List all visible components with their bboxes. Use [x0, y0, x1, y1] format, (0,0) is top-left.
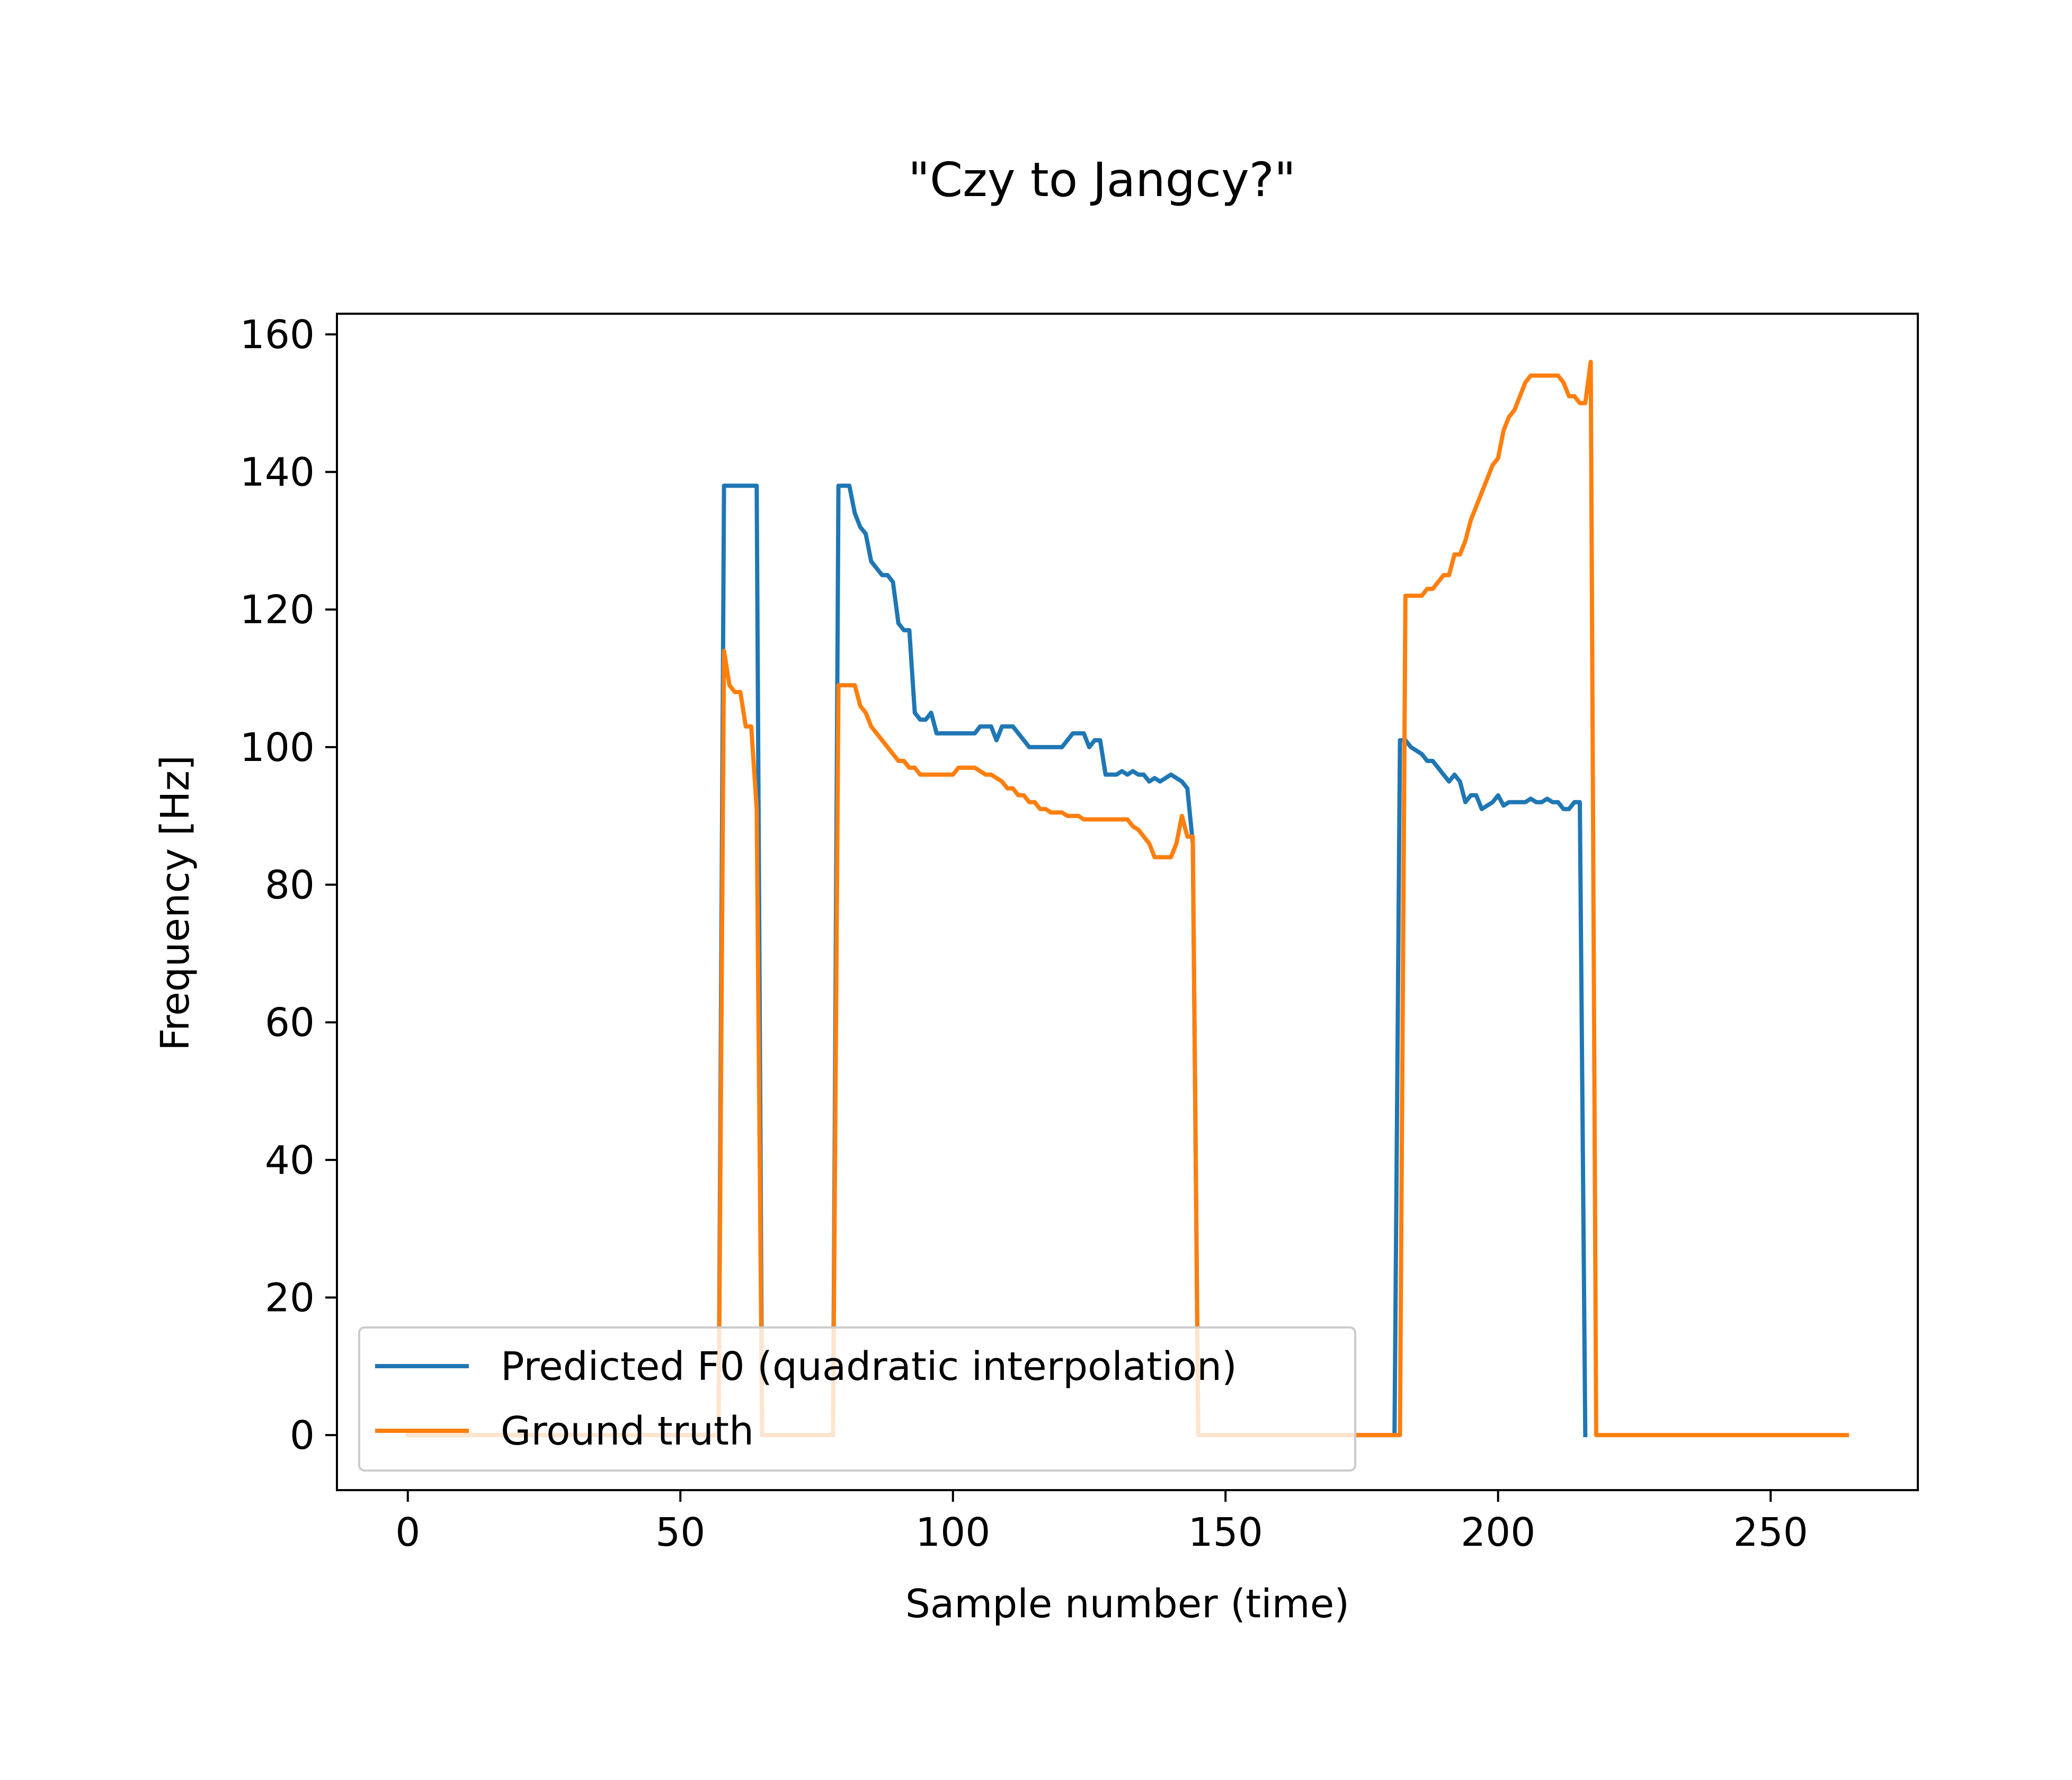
- legend-label-1: Predicted F0 (quadratic interpolation): [501, 1344, 1237, 1389]
- legend-label-2: Ground truth: [501, 1409, 754, 1454]
- y-axis-label: Frequency [Hz]: [153, 755, 198, 1051]
- axes-frame: [336, 313, 1919, 1491]
- plot-area: [336, 313, 1919, 1491]
- x-tick-label: 0: [395, 1510, 420, 1555]
- y-tick-label: 100: [240, 725, 315, 771]
- axis-ticks: 0 50 100 150 200 250 0 20 40 60 80 100 120 140 160: [240, 312, 1808, 1555]
- x-tick-label: 100: [915, 1510, 990, 1555]
- series-line-2: [405, 359, 1849, 1438]
- legend: Predicted F0 (quadratic interpolation) Gr…: [358, 1326, 1356, 1472]
- y-tick-label: 60: [265, 1000, 315, 1046]
- chart-title: "Czy to Jangcy?": [908, 152, 1296, 207]
- legend-box: [358, 1326, 1356, 1472]
- x-tick-label: 200: [1461, 1510, 1535, 1555]
- series-line-1: [405, 483, 1588, 1438]
- x-tick-label: 150: [1188, 1510, 1263, 1555]
- x-tick-label: 250: [1733, 1510, 1808, 1555]
- y-tick-label: 0: [290, 1413, 315, 1458]
- y-tick-label: 80: [265, 863, 315, 908]
- y-tick-label: 120: [240, 587, 315, 633]
- x-axis-label: Sample number (time): [905, 1581, 1349, 1627]
- y-tick-label: 160: [240, 312, 315, 358]
- y-tick-label: 140: [240, 450, 315, 495]
- y-tick-label: 40: [265, 1138, 315, 1183]
- y-tick-label: 20: [265, 1275, 315, 1321]
- x-tick-label: 50: [655, 1510, 705, 1555]
